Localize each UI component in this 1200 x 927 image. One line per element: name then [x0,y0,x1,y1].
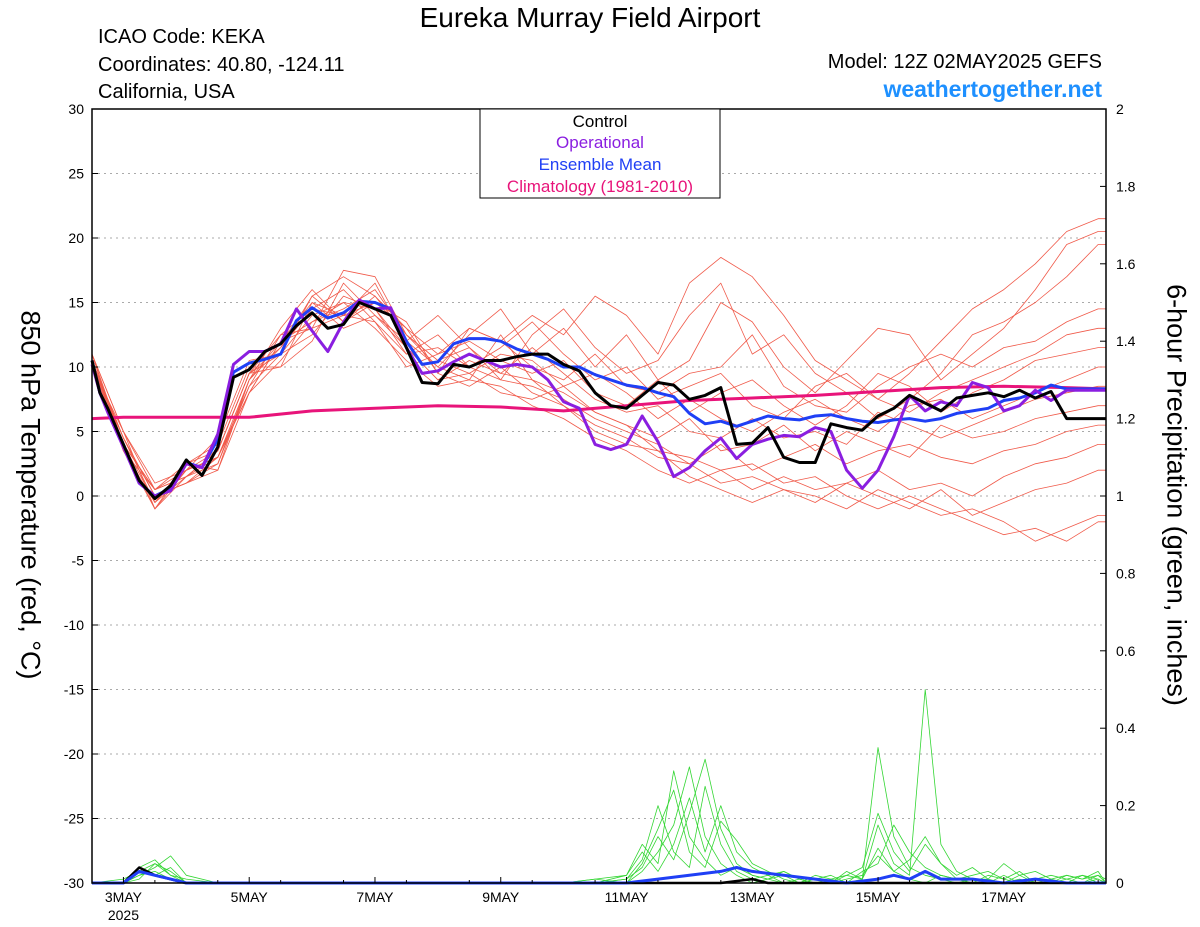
precip-member-line [92,766,1106,884]
plot-frame [91,108,1107,884]
temp-member-line [91,282,1106,503]
x-tick-label: 7MAY [356,889,394,905]
legend-operational: Operational [556,133,644,152]
control-line [90,301,1106,501]
x-tick-label: 3MAY [105,889,143,905]
precip-member-line [92,789,1107,884]
x-tick-year: 2025 [108,907,139,923]
y-tick-label: 10 [68,359,84,375]
y-tick-label: 0 [76,488,84,504]
precip-member-line [92,758,1107,884]
y-tick-label: -5 [72,553,85,569]
chart-title: Eureka Murray Field Airport [419,2,761,33]
y-tick-label: -20 [64,746,84,762]
y2-tick-label: 0.8 [1116,565,1136,581]
temp-member-line [91,295,1106,542]
x-tick-label: 15MAY [856,889,902,905]
ensemble-mean-precip-line [92,866,1106,885]
x-tick-label: 5MAY [231,889,269,905]
legend: Control Operational Ensemble Mean Climat… [479,108,721,199]
main-series [90,298,1107,885]
x-tick-label: 9MAY [482,889,520,905]
y2-tick-label: 2 [1116,101,1124,117]
temp-member-line [91,308,1106,516]
temp-member-line [91,289,1106,503]
y-tick-label: -25 [64,811,84,827]
x-tick-label: 11MAY [605,889,649,905]
y2-tick-label: 1.2 [1116,411,1136,427]
legend-climatology: Climatology (1981-2010) [507,177,693,196]
y2-tick-label: 0.2 [1116,798,1136,814]
y-tick-label: -10 [64,617,84,633]
y-tick-label: 20 [68,230,84,246]
member-lines [91,218,1107,884]
ensemble-mean-line [90,299,1106,498]
x-tick-label: 17MAY [981,889,1027,905]
precip-member-line [92,797,1107,884]
y-tick-label: -15 [64,682,84,698]
grid-lines [92,108,1106,884]
site-link[interactable]: weathertogether.net [883,76,1102,102]
temp-member-line [91,231,1106,491]
region: California, USA [98,81,235,103]
coordinates: Coordinates: 40.80, -124.11 [98,54,345,76]
legend-control: Control [573,112,628,131]
y-tick-label: 5 [76,424,84,440]
tick-labels: 302520151050-5-10-15-20-25-3021.81.61.41… [64,101,1136,923]
x-tick-label: 13MAY [730,889,776,905]
legend-ensemble-mean: Ensemble Mean [539,155,662,174]
climatology-line [91,384,1107,421]
precip-member-line [92,747,1107,884]
y-tick-label: 25 [68,166,84,182]
precip-member-line [91,689,1107,884]
model-run: Model: 12Z 02MAY2025 GEFS [827,51,1102,73]
y2-tick-label: 1.4 [1116,333,1136,349]
icao-code: ICAO Code: KEKA [98,26,265,48]
y2-tick-label: 1.8 [1116,178,1136,194]
y2-tick-label: 0.4 [1116,720,1136,736]
y-tick-label: 15 [68,295,84,311]
operational-line [90,298,1106,498]
y2-tick-label: 1.6 [1116,256,1136,272]
y2-tick-label: 0.6 [1116,643,1136,659]
control-precip-line [92,866,1106,885]
temp-member-line [91,302,1106,542]
y2-tick-label: 1 [1116,488,1124,504]
temp-member-line [91,295,1106,484]
temp-member-line [91,289,1106,491]
axes [91,108,1107,884]
y-tick-label: 30 [68,101,84,117]
y2-tick-label: 0 [1116,875,1124,891]
y-tick-label: -30 [64,875,84,891]
legend-box [479,108,721,199]
